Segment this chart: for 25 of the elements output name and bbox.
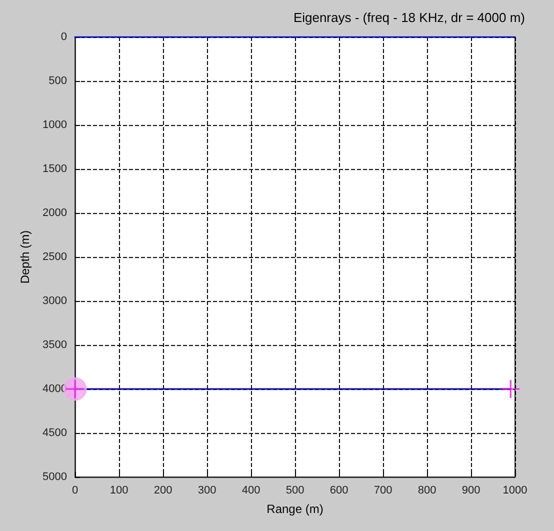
y-axis-title: Depth (m) — [18, 230, 32, 284]
x-tick-label: 0 — [72, 484, 78, 496]
y-tick-label: 2500 — [42, 251, 67, 263]
x-axis-title: Range (m) — [266, 502, 324, 516]
x-tick-label: 600 — [330, 484, 348, 496]
x-tick-label: 1000 — [502, 484, 528, 496]
y-tick-label: 4500 — [42, 427, 67, 439]
x-tick-label: 300 — [198, 484, 216, 496]
y-tick-label: 3000 — [42, 295, 67, 307]
x-tick-label: 400 — [242, 484, 260, 496]
x-tick-label: 200 — [154, 484, 172, 496]
x-tick-label: 800 — [418, 484, 436, 496]
x-tick-label: 100 — [110, 484, 128, 496]
y-tick-label: 2000 — [42, 207, 67, 219]
chart-title: Eigenrays - (freq - 18 KHz, dr = 4000 m) — [293, 10, 525, 25]
x-tick-label: 900 — [462, 484, 480, 496]
y-tick-label: 3500 — [42, 339, 67, 351]
x-tick-label: 700 — [374, 484, 392, 496]
y-tick-label: 4000 — [42, 383, 67, 395]
y-tick-label: 5000 — [42, 471, 67, 483]
x-tick-label: 500 — [286, 484, 304, 496]
y-tick-label: 1500 — [42, 163, 67, 175]
y-tick-label: 0 — [60, 31, 67, 43]
y-tick-label: 1000 — [42, 119, 67, 131]
y-tick-label: 500 — [48, 75, 67, 87]
